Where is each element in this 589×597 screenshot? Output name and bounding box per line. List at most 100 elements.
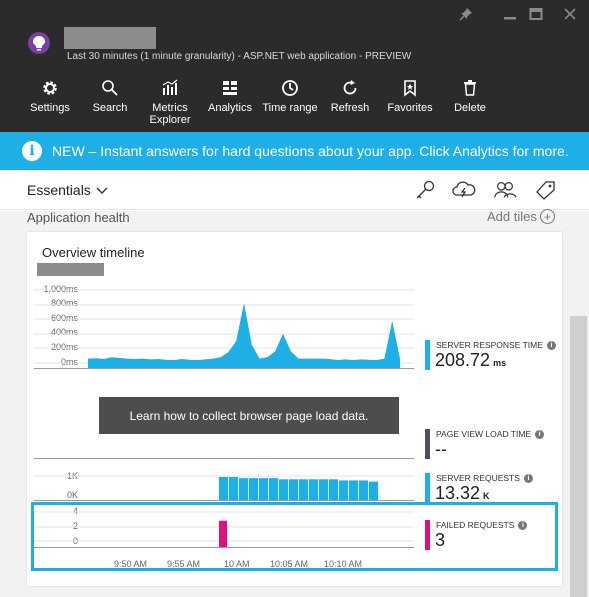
essentials-bar: Essentials (0, 170, 589, 210)
analytics-label: Analytics (207, 102, 253, 114)
delete-button[interactable]: Delete (440, 78, 500, 128)
app-insights-icon (28, 32, 50, 54)
server-requests-bar (369, 481, 379, 500)
failed-requests-highlight (31, 502, 558, 571)
window-subtitle: Last 30 minutes (1 minute granularity) -… (67, 51, 412, 62)
metric-value: 3 (435, 530, 446, 550)
refresh-label: Refresh (330, 102, 370, 114)
search-button[interactable]: Search (80, 78, 140, 128)
y-tick-label: 400ms (50, 327, 78, 337)
metric-value: 13.32 K (435, 483, 490, 503)
analytics-button[interactable]: Analytics (200, 78, 260, 128)
server-response-area (88, 303, 400, 368)
maximize-icon[interactable] (526, 6, 546, 22)
y-tick-label: 200ms (50, 342, 78, 352)
metric-label: SERVER RESPONSE TIME i (436, 340, 556, 350)
delete-label: Delete (454, 102, 486, 114)
failed-requests-bar (219, 520, 227, 547)
server-requests-bar (259, 478, 269, 500)
server-requests-bar (249, 478, 259, 500)
server-requests-bar (339, 480, 349, 500)
server-requests-bar (279, 479, 289, 500)
bookmark-icon (401, 78, 419, 98)
metric-label: PAGE VIEW LOAD TIME i (436, 429, 545, 439)
metric-color-bar (425, 340, 430, 370)
section-title: Application health (27, 210, 130, 225)
metric-label: FAILED REQUESTS i (436, 520, 528, 530)
server-requests-bar (349, 480, 359, 500)
redacted-subtitle (37, 263, 104, 276)
y-tick-label: 0ms (60, 357, 78, 367)
server-requests-bar (229, 477, 239, 500)
key-icon[interactable] (413, 179, 437, 201)
chevron-down-icon[interactable] (96, 183, 108, 201)
y-tick-label: 1,000ms (43, 284, 78, 294)
title-bar: Last 30 minutes (1 minute granularity) -… (0, 0, 589, 132)
add-tiles-button[interactable]: Add tiles + (487, 209, 555, 224)
server-requests-bar (299, 479, 309, 500)
scrollbar-thumb[interactable] (570, 316, 587, 597)
users-icon[interactable] (493, 179, 517, 201)
minimize-icon[interactable] (500, 6, 520, 22)
server-requests-bar (309, 479, 319, 500)
metric-color-bar (425, 473, 430, 503)
info-icon: i (523, 473, 533, 483)
info-icon: i (546, 340, 556, 350)
settings-label: Settings (30, 102, 70, 114)
metric-value: 208.72 ms (435, 350, 507, 370)
metrics-explorer-icon (161, 78, 179, 98)
server-requests-bar (219, 477, 229, 500)
x-tick-label: 10:10 AM (324, 559, 363, 569)
x-tick-label: 10 AM (224, 559, 250, 569)
y-tick-label: 2 (72, 521, 78, 531)
tag-icon[interactable] (533, 179, 557, 201)
server-requests-bar (269, 478, 279, 500)
info-icon: i (518, 520, 528, 530)
y-tick-label: 600ms (50, 313, 78, 323)
y-tick-label: 800ms (50, 298, 78, 308)
search-icon (101, 78, 119, 98)
close-icon[interactable] (560, 6, 580, 22)
banner-text: NEW – Instant answers for hard questions… (52, 143, 569, 159)
metric-color-bar (425, 520, 430, 550)
search-label: Search (92, 102, 128, 114)
metric-color-bar (425, 429, 430, 459)
add-tiles-label: Add tiles (487, 209, 537, 224)
settings-button[interactable]: Settings (20, 78, 80, 128)
metric-label: SERVER REQUESTS i (436, 473, 533, 483)
cloud-lightning-icon[interactable] (452, 179, 476, 201)
time-range-button[interactable]: Time range (260, 78, 320, 128)
favorites-button[interactable]: Favorites (380, 78, 440, 128)
time-range-label: Time range (262, 102, 318, 114)
info-icon: i (22, 141, 42, 161)
x-tick-label: 10:05 AM (270, 559, 309, 569)
analytics-announcement-banner[interactable]: i NEW – Instant answers for hard questio… (0, 132, 589, 170)
trash-icon (461, 78, 479, 98)
info-icon: i (535, 429, 545, 439)
essentials-toggle[interactable]: Essentials (27, 182, 91, 198)
redacted-app-name (64, 27, 156, 49)
server-requests-bar (359, 480, 369, 500)
server-requests-bar (289, 479, 299, 500)
refresh-icon (341, 78, 359, 98)
metrics-explorer-button[interactable]: Metrics Explorer (140, 78, 200, 128)
x-tick-label: 9:55 AM (167, 559, 201, 569)
metrics-explorer-label: Metrics Explorer (149, 102, 191, 126)
server-requests-bar (239, 478, 249, 500)
refresh-button[interactable]: Refresh (320, 78, 380, 128)
command-toolbar: Settings Search Metrics Explorer Analyti… (20, 78, 500, 128)
card-title: Overview timeline (42, 245, 145, 260)
clock-icon (281, 78, 299, 98)
y-tick-label: 4 (72, 506, 78, 516)
gear-icon (41, 78, 59, 98)
y-tick-label: 0K (66, 490, 78, 500)
learn-browser-page-load-button[interactable]: Learn how to collect browser page load d… (99, 397, 399, 434)
server-requests-bar (319, 479, 329, 500)
favorites-label: Favorites (387, 102, 433, 114)
pin-icon[interactable] (456, 6, 476, 22)
server-requests-bar (329, 479, 339, 500)
analytics-icon (221, 78, 239, 98)
metric-value: -- (435, 439, 447, 459)
x-tick-label: 9:50 AM (114, 559, 148, 569)
